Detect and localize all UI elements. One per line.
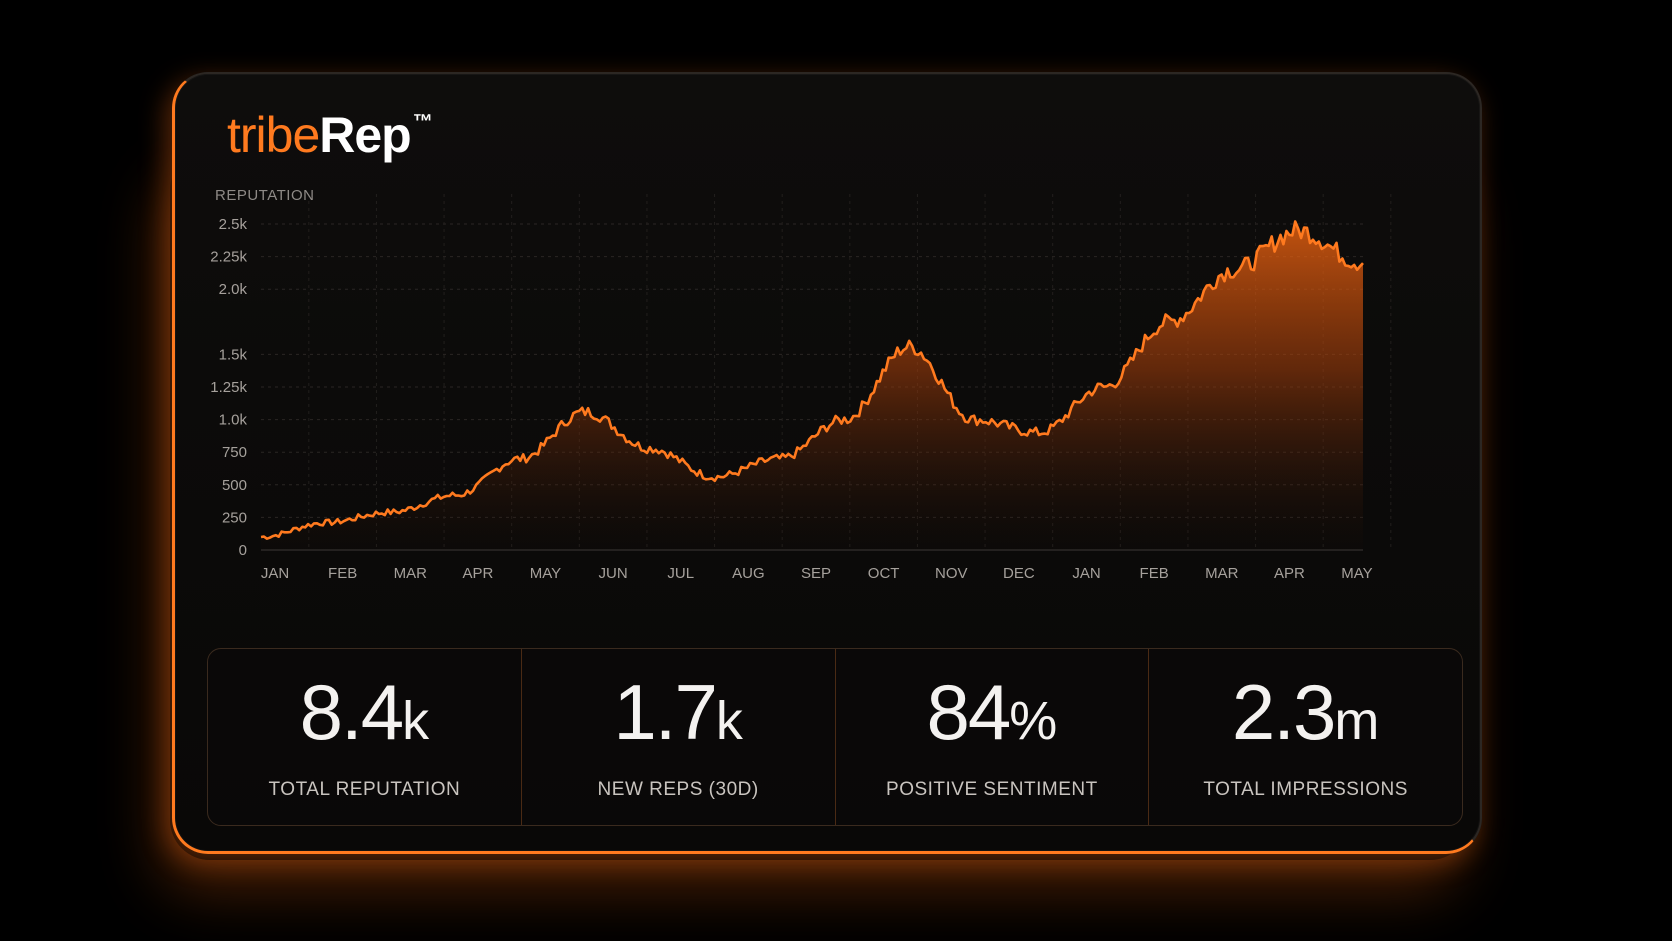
stat-label: TOTAL REPUTATION <box>268 779 461 800</box>
x-tick-label: FEB <box>328 565 357 582</box>
y-tick-label: 250 <box>222 509 247 526</box>
x-tick-label: SEP <box>801 565 831 582</box>
y-tick-label: 2.5k <box>219 216 248 233</box>
reputation-chart: REPUTATION 0 250 500 750 1.0k 1.25k 1.5k 2.0k 2.… <box>210 187 1392 582</box>
stat-total-impressions: 2.3m TOTAL IMPRESSIONS <box>1149 649 1462 825</box>
brand-name-part1: tribe <box>227 107 320 163</box>
x-tick-label: AUG <box>732 565 765 582</box>
y-tick-label: 750 <box>222 444 247 461</box>
stat-new-reps: 1.7k NEW REPS (30D) <box>522 649 836 825</box>
y-tick-label: 2.0k <box>219 281 248 298</box>
x-tick-label: MAY <box>530 565 561 582</box>
x-tick-label: JAN <box>261 565 289 582</box>
x-tick-label: MAY <box>1341 565 1372 582</box>
x-tick-label: FEB <box>1140 565 1169 582</box>
y-tick-label: 500 <box>222 477 247 494</box>
y-axis-label: REPUTATION <box>215 187 314 204</box>
x-tick-label: NOV <box>935 565 968 582</box>
y-tick-label: 0 <box>239 542 247 559</box>
x-tick-label: JAN <box>1072 565 1100 582</box>
dashboard-card: tribe Rep ™ REPUTATION 0 250 500 750 1.0k 1.25k… <box>172 72 1482 854</box>
reputation-line <box>260 220 1364 540</box>
y-tick-label: 1.5k <box>219 346 248 363</box>
stat-value: 84% <box>926 668 1058 756</box>
x-tick-label: APR <box>1274 565 1305 582</box>
x-axis-ticks: JAN FEB MAR APR MAY JUN JUL AUG SEP OCT NOV DEC JAN F… <box>261 565 1373 582</box>
stat-positive-sentiment: 84% POSITIVE SENTIMENT <box>836 649 1150 825</box>
stat-label: NEW REPS (30D) <box>597 779 759 800</box>
x-tick-label: MAR <box>1205 565 1239 582</box>
y-axis-ticks: 0 250 500 750 1.0k 1.25k 1.5k 2.0k 2.25k 2.5k <box>210 216 247 559</box>
x-tick-label: DEC <box>1003 565 1035 582</box>
brand-name-part2: Rep <box>319 107 411 163</box>
brand-trademark: ™ <box>412 111 433 133</box>
y-tick-label: 2.25k <box>210 249 247 266</box>
stat-value: 8.4k <box>299 668 430 756</box>
x-tick-label: OCT <box>868 565 900 582</box>
x-tick-label: MAR <box>394 565 428 582</box>
reputation-area <box>261 221 1363 550</box>
y-tick-label: 1.25k <box>210 379 247 396</box>
x-tick-label: JUN <box>599 565 628 582</box>
stat-value: 2.3m <box>1231 668 1380 756</box>
stats-panel: 8.4k TOTAL REPUTATION 1.7k NEW REPS (30D… <box>207 648 1463 826</box>
stat-total-reputation: 8.4k TOTAL REPUTATION <box>208 649 522 825</box>
x-tick-label: JUL <box>667 565 694 582</box>
brand-logo: tribe Rep ™ <box>227 107 433 163</box>
y-tick-label: 1.0k <box>219 412 248 429</box>
stat-label: TOTAL IMPRESSIONS <box>1203 779 1408 800</box>
x-tick-label: APR <box>462 565 493 582</box>
stat-label: POSITIVE SENTIMENT <box>886 779 1098 800</box>
stat-value: 1.7k <box>613 668 743 756</box>
